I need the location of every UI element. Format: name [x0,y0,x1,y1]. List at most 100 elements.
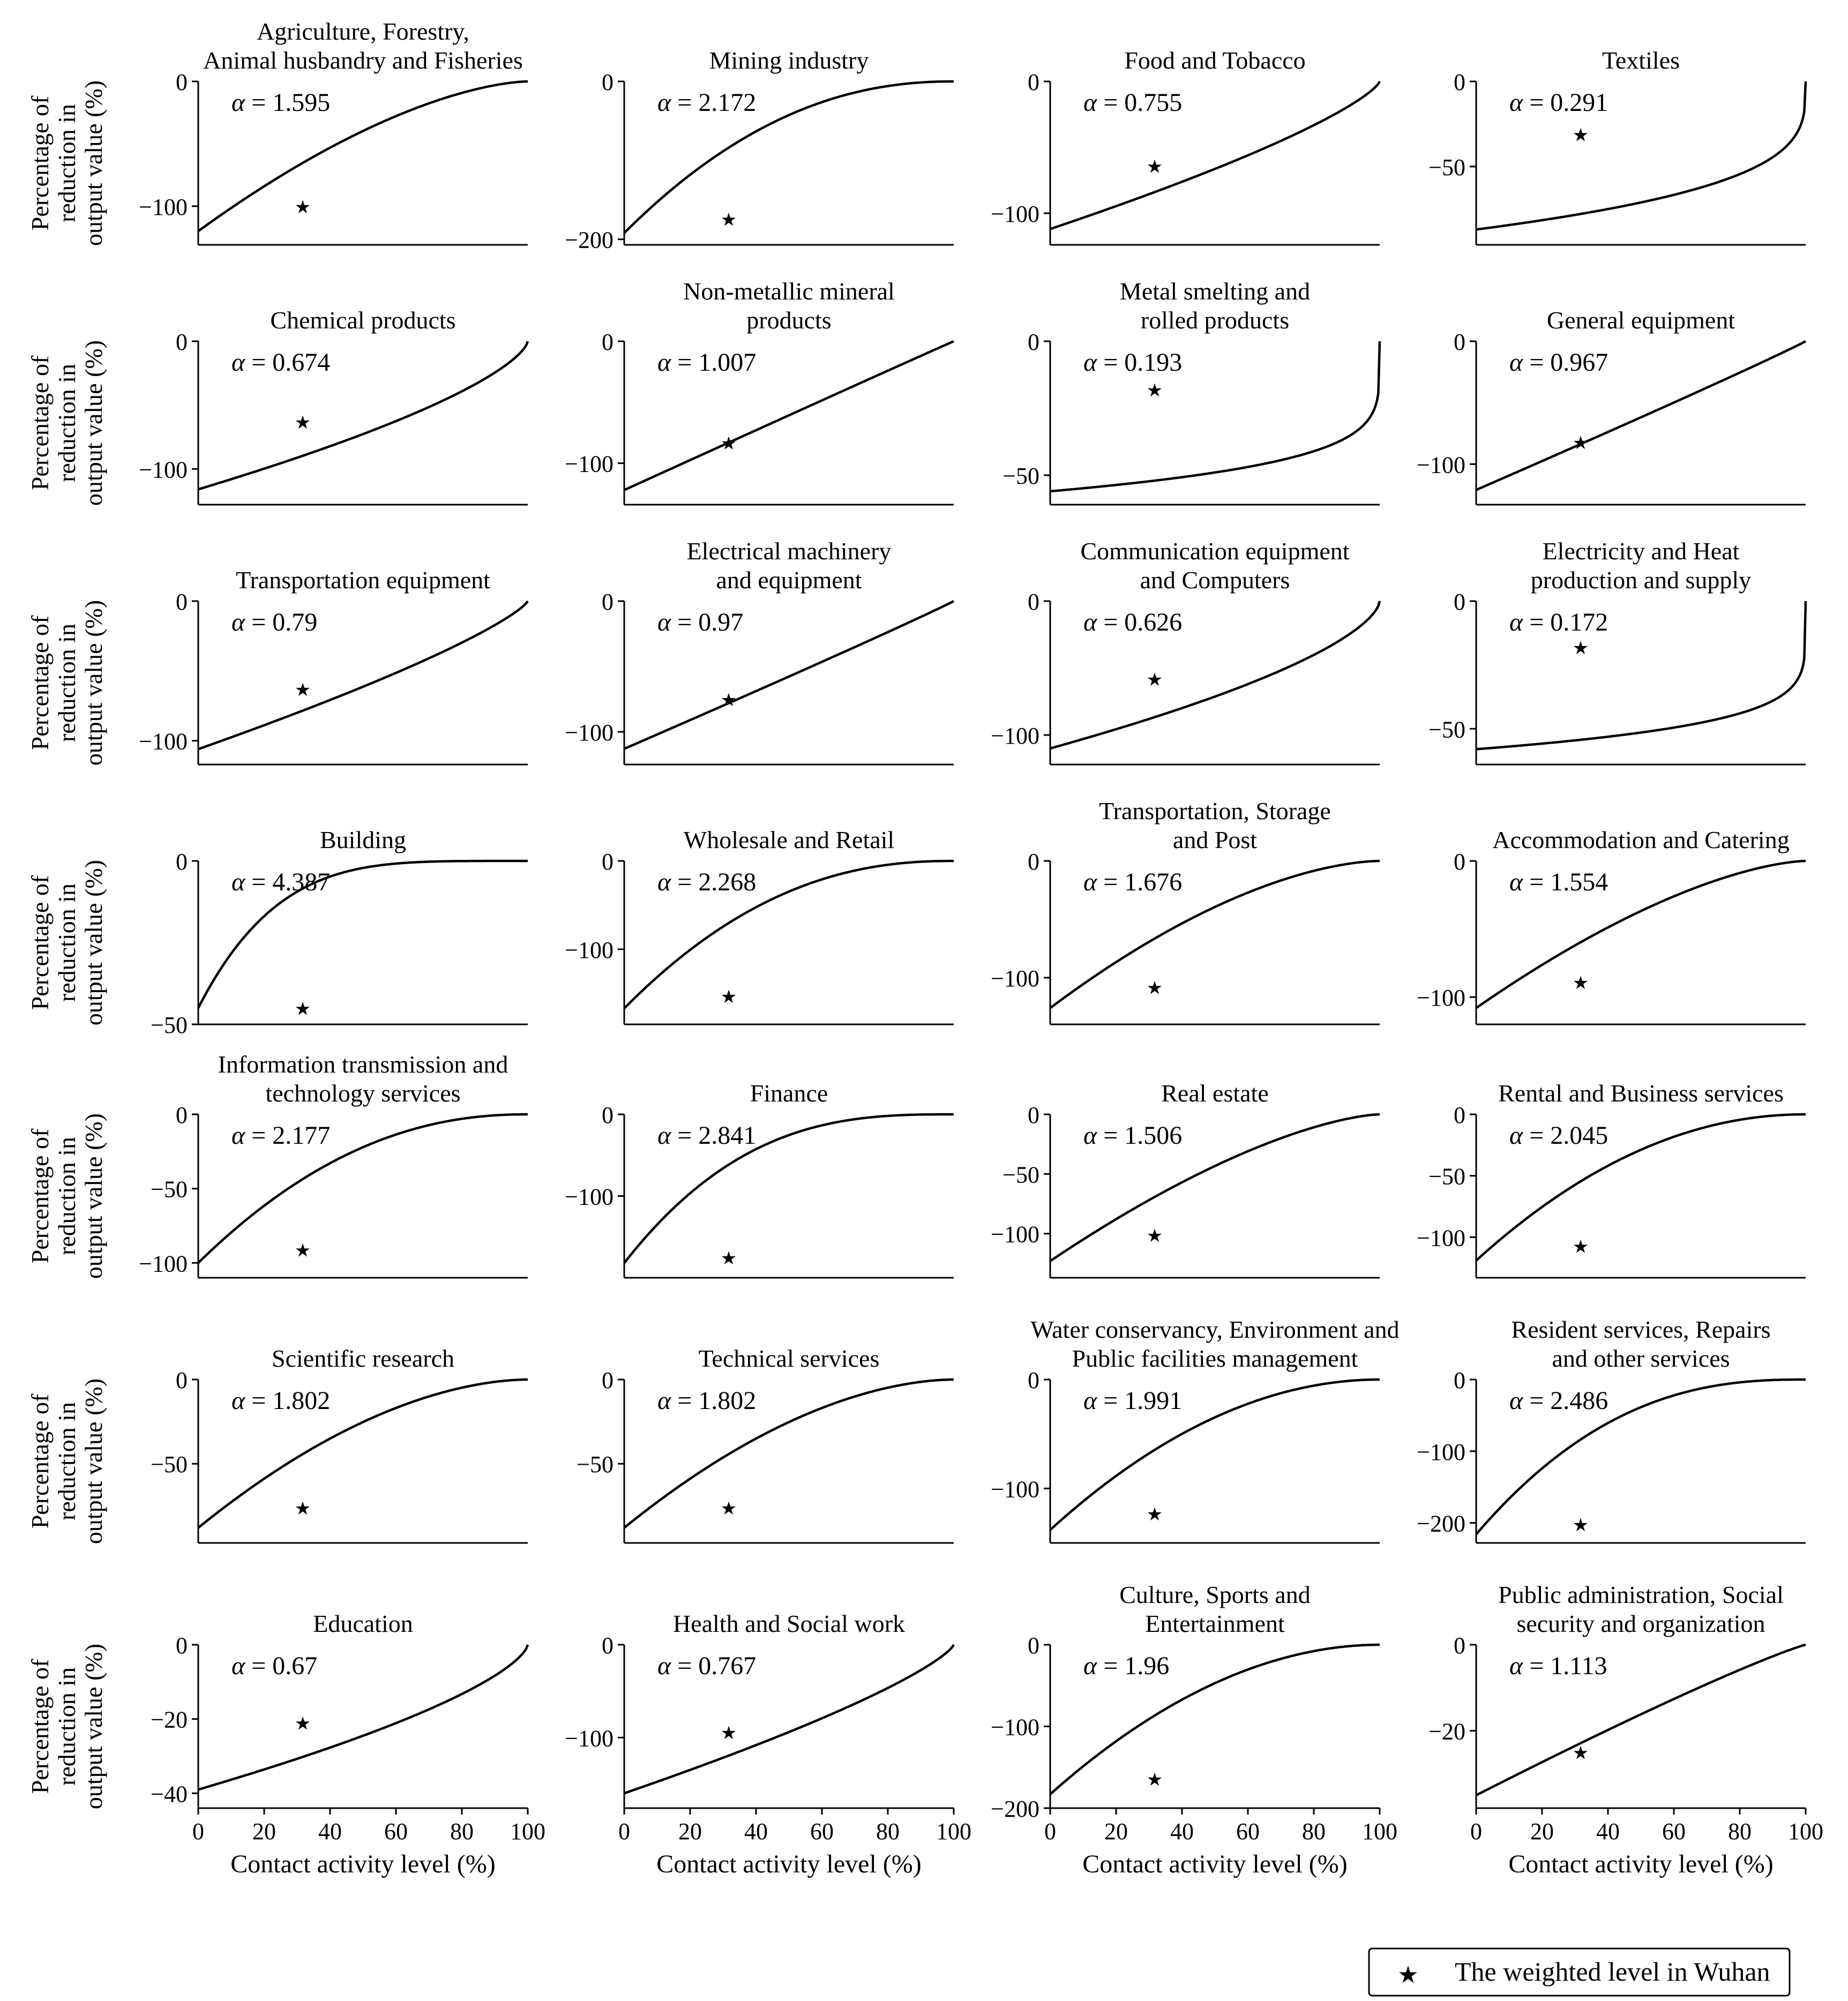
y-tick-label: −100 [991,201,1039,227]
alpha-annotation: α = 0.291 [1509,88,1608,117]
y-tick-label: −100 [1417,985,1465,1011]
y-tick-label: −100 [565,1725,613,1751]
subplot-26: Health and Social work 0 −100 0 20 40 60 80 100 C… [565,1610,971,1878]
subplot-1: Agriculture, Forestry,Animal husbandry a… [26,18,528,246]
subplot-title: Mining industry [709,47,869,74]
legend-box [1368,1947,1791,1997]
y-tick-label: 0 [1454,1102,1465,1128]
subplot-title: Health and Social work [673,1610,905,1637]
y-tick-label: 0 [1454,69,1465,95]
y-tick-label: −100 [139,456,188,483]
y-tick-label: −50 [151,1451,188,1478]
y-tick-label: 0 [602,1102,613,1128]
x-tick-label: 40 [1170,1818,1194,1845]
y-tick-label: −50 [1002,463,1039,489]
x-tick-label: 0 [1044,1818,1056,1845]
y-tick-label: −50 [1428,716,1465,743]
wuhan-marker: ★ [295,1241,311,1261]
x-tick-label: 100 [1362,1818,1397,1845]
subplot-title: General equipment [1547,306,1735,334]
series-line [624,600,955,750]
y-tick-label: −100 [1417,1225,1465,1251]
x-tick-label: 100 [510,1818,545,1845]
series-line [197,1378,528,1529]
y-axis-label: reduction in [53,1402,80,1520]
y-tick-label: 0 [176,1102,188,1128]
x-tick-label: 20 [1104,1818,1128,1845]
wuhan-marker: ★ [1147,1226,1163,1246]
subplot-21: Scientific research 0 −50 Percentage of redu… [26,1345,528,1544]
y-axis-label: reduction in [53,1137,80,1255]
subplot-5: Chemical products 0 −100 Percentage of reduc… [26,306,529,506]
x-tick-label: 20 [678,1818,702,1845]
series-line [198,341,529,491]
y-axis-label: output value (%) [80,340,107,506]
series-line [1050,80,1381,230]
subplot-title: Public facilities management [1072,1345,1358,1372]
subplot-title: products [746,306,831,334]
subplot-title: Animal husbandry and Fisheries [203,47,523,74]
y-tick-label: 0 [1454,329,1465,355]
y-tick-label: 0 [176,69,188,95]
wuhan-marker: ★ [721,210,737,230]
y-tick-label: 0 [1028,849,1039,875]
series-line [623,1378,954,1529]
alpha-annotation: α = 0.674 [231,348,330,377]
subplot-16: Accommodation and Catering 0 −100 α = 1.554… [1417,826,1806,1025]
subplot-title: Water conservancy, Environment and [1030,1316,1399,1343]
series-line [197,80,528,233]
y-tick-label: −50 [1428,154,1465,181]
series-line [1049,1643,1380,1795]
alpha-annotation: α = 1.007 [657,348,756,377]
y-axis-label: Percentage of [26,1659,54,1794]
y-tick-label: 0 [176,849,188,875]
alpha-annotation: α = 0.755 [1083,88,1182,117]
x-tick-label: 80 [1728,1818,1752,1845]
y-axis-label: reduction in [53,364,80,482]
series-line [197,859,528,1009]
subplot-title: Non-metallic mineral [683,278,895,305]
series-line [624,340,954,491]
y-tick-label: −100 [991,965,1039,992]
subplot-title: Transportation, Storage [1099,797,1331,825]
y-axis-label: Percentage of [26,1393,54,1528]
y-axis-label: Percentage of [26,95,54,230]
subplot-title: Chemical products [270,306,455,334]
y-tick-label: −50 [1428,1164,1465,1190]
y-tick-label: −100 [565,937,613,963]
subplot-title: Food and Tobacco [1124,47,1305,74]
x-tick-label: 80 [876,1818,900,1845]
alpha-annotation: α = 0.172 [1509,608,1608,636]
alpha-annotation: α = 1.96 [1083,1652,1169,1680]
subplot-title: and other services [1552,1345,1730,1372]
subplot-title: and equipment [716,566,862,594]
alpha-annotation: α = 0.626 [1083,608,1182,636]
alpha-annotation: α = 1.802 [657,1387,756,1415]
y-tick-label: 0 [602,1367,613,1393]
y-tick-label: −50 [1002,1161,1039,1188]
wuhan-marker: ★ [1573,973,1589,993]
subplot-title: Resident services, Repairs [1511,1316,1770,1343]
subplot-13: Building 0 −50 Percentage of reduction in out… [26,826,528,1038]
subplot-title: Wholesale and Retail [684,826,894,853]
subplot-title: Agriculture, Forestry, [257,18,469,45]
alpha-annotation: α = 0.79 [231,608,317,636]
y-tick-label: 0 [1454,1632,1465,1659]
y-tick-label: 0 [602,329,613,355]
wuhan-marker: ★ [721,987,737,1007]
series-line [623,1113,954,1264]
y-tick-label: −100 [139,729,188,755]
y-axis-label: Percentage of [26,355,54,490]
alpha-annotation: α = 2.486 [1509,1387,1608,1415]
x-tick-label: 100 [936,1818,971,1845]
y-tick-label: −50 [577,1451,613,1478]
subplot-20: Rental and Business services 0 −50 −100 α = … [1417,1080,1806,1279]
subplot-8: General equipment 0 −100 α = 0.967 ★ [1417,306,1807,506]
y-tick-label: 0 [1028,1367,1039,1393]
alpha-annotation: α = 0.967 [1509,348,1608,377]
